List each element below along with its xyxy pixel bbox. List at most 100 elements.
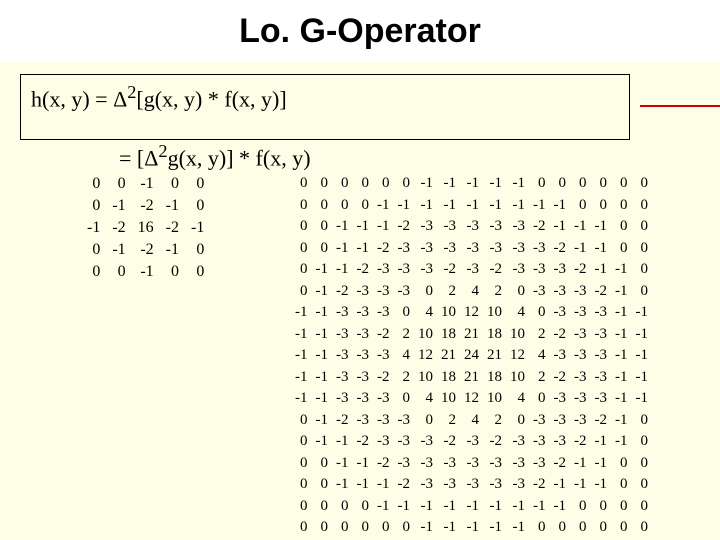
matrix-cell: -2	[551, 454, 570, 474]
matrix-cell: 18	[484, 325, 505, 345]
matrix-cell: 0	[313, 174, 332, 194]
matrix-cell: -2	[551, 368, 570, 388]
matrix-cell: -3	[415, 260, 436, 280]
matrix-cell: 0	[107, 174, 130, 194]
matrix-cell: -1	[592, 217, 611, 237]
matrix-cell: -2	[395, 475, 414, 495]
matrix-cell: -1	[484, 174, 505, 194]
table-row: 00-100	[82, 174, 209, 194]
matrix-cell: -3	[354, 389, 373, 409]
matrix-cell: -3	[571, 303, 590, 323]
matrix-cell: 2	[395, 325, 414, 345]
matrix-cell: -3	[415, 239, 436, 259]
matrix-cell: -2	[374, 454, 393, 474]
matrix-cell: -1	[292, 346, 311, 366]
matrix-cell: -3	[530, 282, 549, 302]
table-row: 000000-1-1-1-1-1000000	[292, 174, 651, 194]
matrix-cell: 0	[292, 217, 311, 237]
matrix-cell: -1	[313, 260, 332, 280]
large-kernel-matrix: 000000-1-1-1-1-10000000000-1-1-1-1-1-1-1…	[290, 172, 653, 540]
matrix-cell: 0	[530, 174, 549, 194]
matrix-cell: -3	[374, 346, 393, 366]
matrix-cell: -1	[354, 475, 373, 495]
matrix-cell: 0	[612, 174, 631, 194]
matrix-cell: 0	[612, 518, 631, 538]
matrix-cell: -2	[354, 260, 373, 280]
matrix-cell: -1	[438, 174, 459, 194]
matrix-cell: 0	[571, 196, 590, 216]
matrix-cell: 0	[592, 518, 611, 538]
table-row: 0-1-1-2-3-3-3-2-3-2-3-3-3-2-1-10	[292, 432, 651, 452]
table-row: -1-1-3-3-30410121040-3-3-3-1-1	[292, 389, 651, 409]
matrix-cell: -2	[530, 475, 549, 495]
matrix-cell: -3	[551, 282, 570, 302]
table-row: 00-1-1-1-2-3-3-3-3-3-2-1-1-100	[292, 217, 651, 237]
matrix-cell: -3	[571, 346, 590, 366]
matrix-cell: -1	[592, 475, 611, 495]
small-kernel-matrix: 00-1000-1-2-10-1-216-2-10-1-2-1000-100	[80, 172, 211, 284]
matrix-cell: 12	[461, 389, 482, 409]
matrix-cell: -1	[612, 325, 631, 345]
matrix-cell: -1	[633, 303, 652, 323]
matrix-cell: -1	[507, 518, 528, 538]
formula-sup: 2	[127, 82, 136, 102]
matrix-cell: 0	[633, 475, 652, 495]
matrix-cell: -1	[484, 518, 505, 538]
matrix-cell: -3	[374, 411, 393, 431]
table-row: -1-216-2-1	[82, 218, 209, 238]
matrix-cell: -1	[461, 196, 482, 216]
matrix-cell: 10	[484, 389, 505, 409]
matrix-cell: -3	[530, 432, 549, 452]
matrix-cell: -1	[313, 303, 332, 323]
matrix-cell: -3	[438, 475, 459, 495]
matrix-cell: 0	[313, 475, 332, 495]
matrix-cell: -1	[161, 196, 184, 216]
matrix-cell: 2	[438, 282, 459, 302]
matrix-cell: 4	[415, 389, 436, 409]
matrix-cell: 0	[292, 411, 311, 431]
table-row: 0-1-2-3-3-302420-3-3-3-2-10	[292, 411, 651, 431]
matrix-cell: 4	[507, 303, 528, 323]
matrix-cell: -1	[374, 217, 393, 237]
matrix-cell: 0	[571, 174, 590, 194]
matrix-cell: -3	[461, 217, 482, 237]
matrix-cell: 10	[415, 368, 436, 388]
matrix-cell: 0	[633, 432, 652, 452]
matrix-cell: -1	[612, 432, 631, 452]
matrix-cell: 2	[484, 282, 505, 302]
matrix-cell: 0	[530, 518, 549, 538]
matrix-cell: 2	[438, 411, 459, 431]
matrix-cell: -3	[354, 282, 373, 302]
table-row: -1-1-3-3-2210182118102-2-3-3-1-1	[292, 368, 651, 388]
matrix-cell: 10	[438, 303, 459, 323]
matrix-cell: -3	[571, 368, 590, 388]
title-bar: Lo. G-Operator	[0, 0, 720, 62]
matrix-cell: 0	[333, 497, 352, 517]
matrix-cell: 12	[461, 303, 482, 323]
matrix-cell: -1	[107, 196, 130, 216]
matrix-cell: 0	[292, 260, 311, 280]
matrix-cell: 18	[484, 368, 505, 388]
matrix-cell: -3	[395, 432, 414, 452]
matrix-cell: -3	[333, 368, 352, 388]
matrix-cell: -1	[292, 303, 311, 323]
table-row: 00-1-1-2-3-3-3-3-3-3-3-2-1-100	[292, 239, 651, 259]
matrix-cell: -1	[292, 325, 311, 345]
matrix-cell: -1	[292, 389, 311, 409]
matrix-cell: 0	[354, 497, 373, 517]
formula-text: = [	[53, 146, 144, 171]
matrix-cell: 10	[415, 325, 436, 345]
matrix-cell: -2	[571, 260, 590, 280]
matrix-cell: -1	[530, 497, 549, 517]
matrix-cell: -1	[313, 389, 332, 409]
table-row: -1-1-3-3-2210182118102-2-3-3-1-1	[292, 325, 651, 345]
matrix-cell: -1	[484, 497, 505, 517]
matrix-cell: -2	[592, 282, 611, 302]
matrix-cell: -2	[571, 432, 590, 452]
matrix-cell: -2	[354, 432, 373, 452]
matrix-cell: -3	[551, 346, 570, 366]
matrix-cell: -2	[374, 325, 393, 345]
matrix-cell: -1	[415, 497, 436, 517]
matrix-cell: -3	[438, 239, 459, 259]
matrix-cell: -1	[592, 260, 611, 280]
